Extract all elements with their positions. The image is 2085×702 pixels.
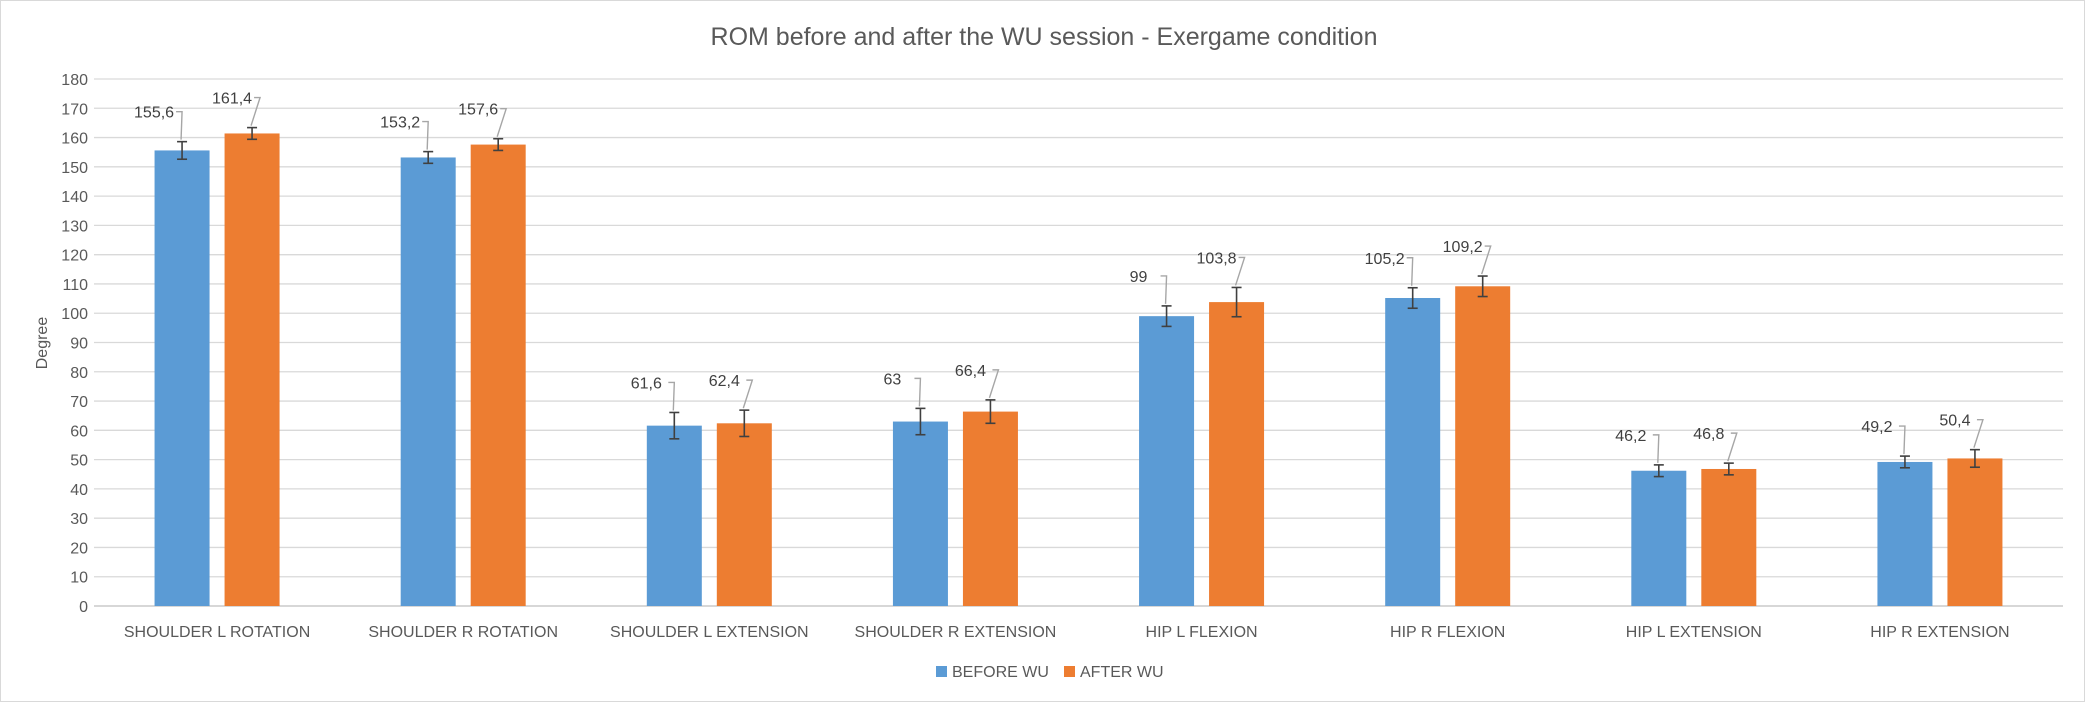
legend-label-before-wu: BEFORE WU <box>952 664 1049 681</box>
bar-before-wu <box>1385 297 1441 606</box>
data-label-leader <box>1234 256 1246 286</box>
y-tick-label: 120 <box>61 248 88 265</box>
data-label-after-wu: 46,8 <box>1693 426 1724 443</box>
data-label-after-wu: 62,4 <box>709 373 740 390</box>
y-tick-labels: 0 10 20 30 40 50 60 70 80 90 100 110 120 130 140 150 160… <box>61 72 88 616</box>
legend: BEFORE WU AFTER WU <box>936 664 1164 681</box>
legend-swatch-after-wu <box>1064 666 1075 677</box>
data-label-leader <box>250 96 262 126</box>
y-tick-label: 130 <box>61 218 88 235</box>
error-bars <box>177 126 1980 478</box>
y-tick-label: 100 <box>61 306 88 323</box>
bar-before-wu <box>154 150 210 606</box>
data-label-after-wu: 103,8 <box>1197 250 1237 267</box>
bar-before-wu <box>400 157 456 606</box>
y-tick-label: 150 <box>61 160 88 177</box>
category-label: SHOULDER R EXTENSION <box>855 624 1057 641</box>
data-label-leader <box>1727 432 1738 462</box>
data-label-after-wu: 161,4 <box>212 91 252 108</box>
category-label: SHOULDER L ROTATION <box>124 624 310 641</box>
y-tick-label: 70 <box>70 394 88 411</box>
y-tick-label: 30 <box>70 511 88 528</box>
data-label-leaders <box>176 96 1984 463</box>
data-label-leader <box>1652 434 1660 463</box>
y-tick-label: 10 <box>70 570 88 587</box>
category-label: HIP L EXTENSION <box>1626 624 1762 641</box>
bar-after-wu <box>962 411 1018 606</box>
data-label-leader <box>1160 275 1168 304</box>
category-labels: SHOULDER L ROTATION SHOULDER R ROTATION SH… <box>124 624 2010 641</box>
y-tick-label: 80 <box>70 365 88 382</box>
bar-before-wu <box>1631 470 1687 606</box>
y-tick-label: 160 <box>61 131 88 148</box>
bar-after-wu <box>1947 458 2003 606</box>
y-tick-label: 90 <box>70 336 88 353</box>
y-tick-label: 180 <box>61 72 88 89</box>
data-label-after-wu: 157,6 <box>458 102 498 119</box>
data-label-leader <box>914 377 922 407</box>
chart-title: ROM before and after the WU session - Ex… <box>711 23 1378 51</box>
data-label-before-wu: 153,2 <box>380 115 420 132</box>
data-label-leader <box>988 369 1000 399</box>
bar-after-wu <box>716 423 772 606</box>
bar-before-wu <box>646 425 702 606</box>
data-label-before-wu: 49,2 <box>1861 419 1892 436</box>
bar-after-wu <box>1455 286 1511 606</box>
y-tick-label: 20 <box>70 540 88 557</box>
bars <box>154 133 2003 607</box>
data-label-leader <box>1406 257 1414 286</box>
data-label-leader <box>176 110 183 140</box>
category-label: HIP L FLEXION <box>1146 624 1258 641</box>
bar-before-wu <box>1877 461 1933 606</box>
data-label-leader <box>1973 418 1984 448</box>
bar-after-wu <box>1209 302 1265 606</box>
data-label-after-wu: 50,4 <box>1939 413 1970 430</box>
category-label: HIP R EXTENSION <box>1870 624 2009 641</box>
y-tick-label: 0 <box>79 599 88 616</box>
data-label-leader <box>742 379 754 409</box>
data-label-leader <box>422 120 429 150</box>
y-tick-label: 170 <box>61 101 88 118</box>
bar-after-wu <box>470 144 526 607</box>
data-label-leader <box>1481 245 1492 275</box>
bar-before-wu <box>892 421 948 606</box>
data-labels: 155,6 161,4 153,2 157,6 61,6 62,4 63 66,4 99 103,… <box>134 91 1971 445</box>
legend-swatch-before-wu <box>936 666 947 677</box>
data-label-before-wu: 63 <box>884 371 902 388</box>
data-label-before-wu: 99 <box>1130 269 1148 286</box>
bar-after-wu <box>1701 468 1757 606</box>
data-label-leader <box>496 108 508 137</box>
category-label: SHOULDER L EXTENSION <box>610 624 809 641</box>
y-tick-label: 50 <box>70 453 88 470</box>
legend-label-after-wu: AFTER WU <box>1080 664 1164 681</box>
y-tick-label: 110 <box>62 277 88 294</box>
data-label-leader <box>668 381 676 411</box>
y-tick-label: 140 <box>61 189 88 206</box>
category-label: SHOULDER R ROTATION <box>368 624 558 641</box>
data-label-before-wu: 61,6 <box>631 375 662 392</box>
data-label-before-wu: 105,2 <box>1365 251 1405 268</box>
gridlines <box>94 78 2063 607</box>
y-tick-label: 60 <box>70 423 88 440</box>
bar-after-wu <box>224 133 280 606</box>
data-label-after-wu: 66,4 <box>955 363 986 380</box>
data-label-before-wu: 155,6 <box>134 105 174 122</box>
category-label: HIP R FLEXION <box>1390 624 1505 641</box>
y-tick-label: 40 <box>70 482 88 499</box>
data-label-before-wu: 46,2 <box>1615 428 1646 445</box>
bar-before-wu <box>1139 316 1195 606</box>
y-axis-label: Degree <box>34 317 51 370</box>
data-label-after-wu: 109,2 <box>1443 239 1483 256</box>
data-label-leader <box>1898 425 1906 455</box>
